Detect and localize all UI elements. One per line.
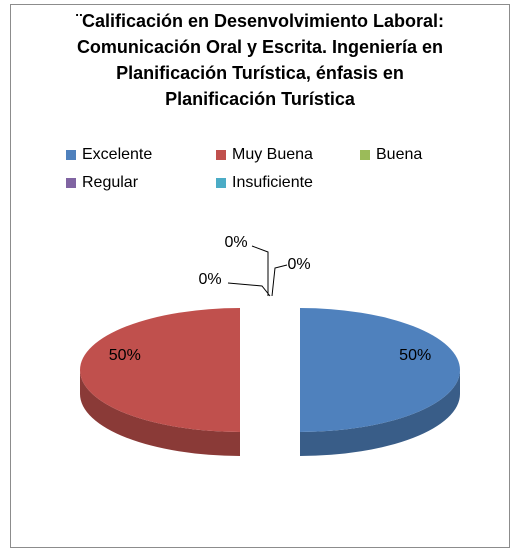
chart-frame (10, 4, 510, 548)
legend-entry: Excelente (66, 146, 152, 164)
data-label: 50% (109, 347, 141, 364)
slice (80, 308, 240, 432)
legend-label: Excelente (82, 146, 153, 163)
legend-swatch (360, 150, 370, 160)
legend-label: Regular (82, 174, 139, 191)
legend-swatch (66, 150, 76, 160)
legend-entry: Muy Buena (216, 146, 313, 164)
data-label: 0% (198, 271, 221, 288)
legend-swatch (216, 178, 226, 188)
leader-line (251, 245, 269, 296)
legend-swatch (216, 150, 226, 160)
data-label: 0% (287, 256, 310, 273)
legend-label: Muy Buena (232, 146, 313, 163)
data-label: 0% (224, 234, 247, 251)
leader-line (227, 282, 271, 297)
data-label: 50% (399, 347, 431, 364)
legend-entry: Insuficiente (216, 174, 313, 192)
legend-entry: Regular (66, 174, 138, 192)
slice-side (80, 370, 240, 456)
legend-swatch (66, 178, 76, 188)
legend-entry: Buena (360, 146, 422, 164)
legend-label: Buena (376, 146, 423, 163)
chart-title: ¨Calificación en Desenvolvimiento Labora… (75, 11, 445, 109)
slice (300, 308, 460, 432)
leader-line (271, 264, 288, 297)
slice-side (300, 370, 460, 456)
legend-label: Insuficiente (232, 174, 313, 191)
